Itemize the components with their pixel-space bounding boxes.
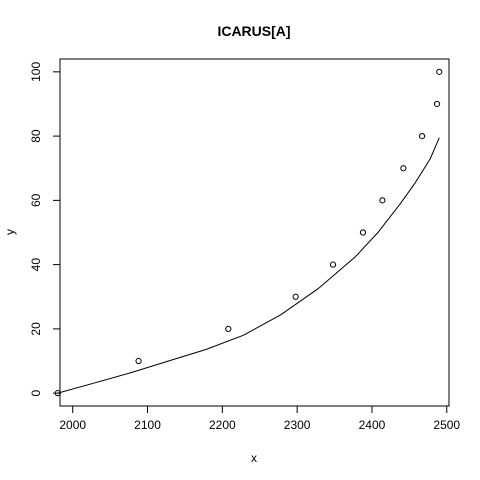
scatter-points-layer <box>54 68 443 397</box>
data-point <box>400 165 407 172</box>
data-point <box>329 261 337 268</box>
fitted-curve <box>57 137 440 394</box>
y-axis-label: y <box>3 229 17 235</box>
x-tick-label: 2200 <box>209 418 236 432</box>
y-tick-label: 0 <box>29 389 43 396</box>
x-tick-label: 2100 <box>134 418 161 432</box>
data-point <box>379 197 386 204</box>
fitted-curve-layer <box>57 137 440 394</box>
data-point <box>135 357 142 365</box>
data-point <box>54 390 61 397</box>
y-tick-label: 40 <box>29 258 43 272</box>
x-axis: 2000 2100 2200 2300 2400 2500 <box>59 405 460 432</box>
data-point <box>433 100 441 108</box>
x-tick-label: 2300 <box>284 418 311 432</box>
x-tick-label: 2500 <box>433 418 460 432</box>
data-point <box>225 325 232 332</box>
data-point <box>418 133 426 140</box>
x-tick-label: 2400 <box>359 418 386 432</box>
x-axis-label: x <box>251 451 257 465</box>
y-axis: 0 20 40 60 80 100 <box>29 62 61 396</box>
y-tick-label: 60 <box>29 193 43 207</box>
y-tick-label: 100 <box>29 62 43 82</box>
data-point <box>436 68 443 75</box>
data-point <box>359 229 367 236</box>
y-tick-label: 20 <box>29 322 43 336</box>
data-point <box>292 293 299 300</box>
chart-title: ICARUS[A] <box>217 23 290 39</box>
y-tick-label: 80 <box>29 129 43 143</box>
x-tick-label: 2000 <box>59 418 86 432</box>
